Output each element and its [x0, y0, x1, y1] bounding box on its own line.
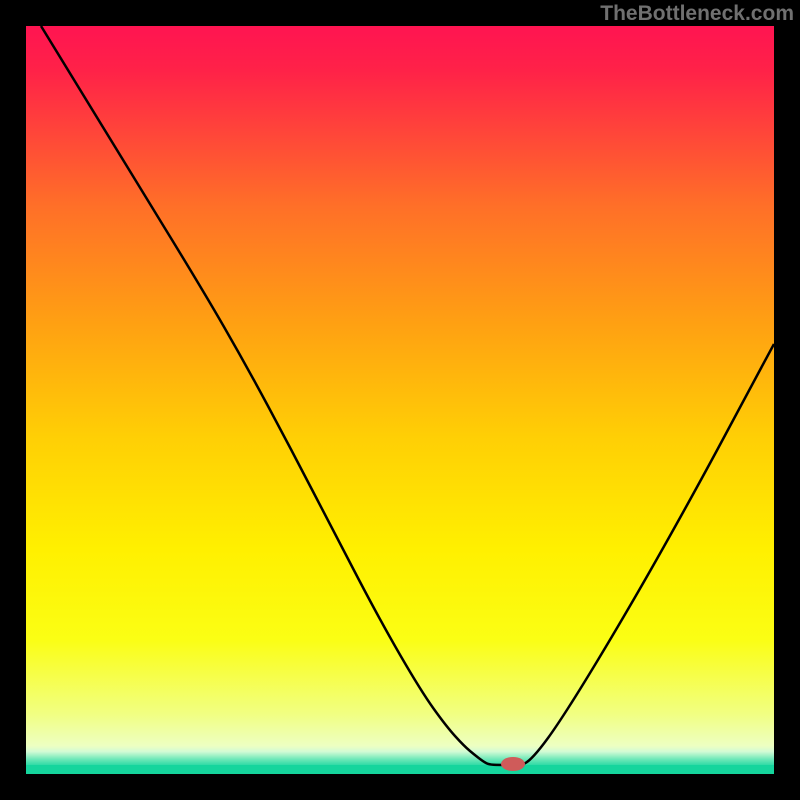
gradient-background: [26, 26, 774, 774]
optimum-marker: [501, 757, 525, 771]
watermark-text: TheBottleneck.com: [600, 2, 794, 26]
chart-container: TheBottleneck.com: [0, 0, 800, 800]
green-band: [26, 765, 774, 774]
plot-area: [26, 26, 774, 774]
